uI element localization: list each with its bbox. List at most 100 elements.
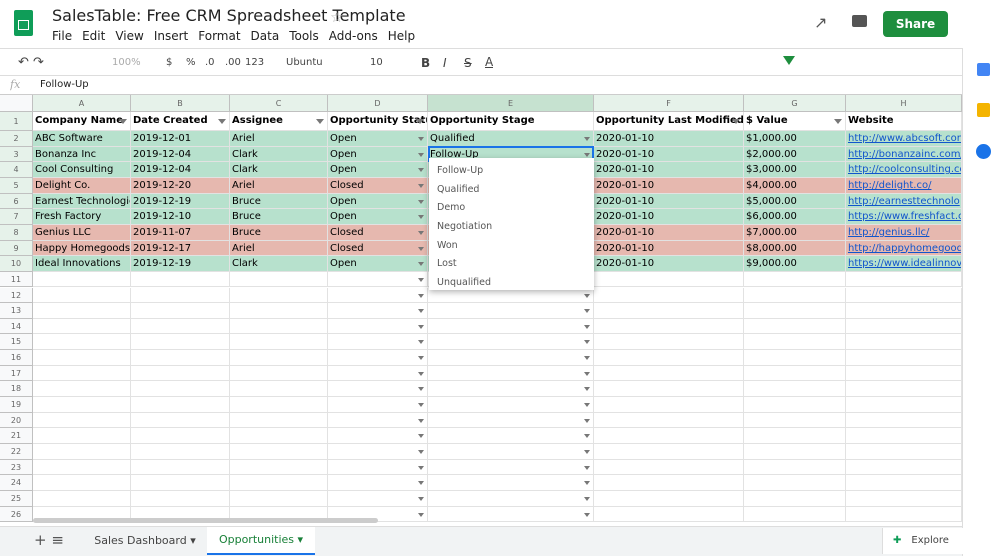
dropdown-arrow[interactable] [418, 512, 424, 517]
menu-item[interactable]: Insert [153, 29, 189, 43]
increase-decimal[interactable]: .00 [225, 57, 241, 68]
dropdown-arrow[interactable] [584, 340, 590, 345]
row-header[interactable]: 10 [0, 256, 33, 272]
dropdown-arrow[interactable] [418, 450, 424, 454]
dropdown-arrow[interactable] [584, 481, 590, 486]
dropdown-arrow[interactable] [418, 137, 424, 141]
filter-icon[interactable] [218, 119, 226, 124]
dropdown-arrow[interactable] [418, 199, 424, 204]
row-header[interactable]: 22 [0, 444, 33, 460]
tab-label[interactable]: Opportunities [218, 533, 295, 546]
row-header[interactable]: 25 [0, 490, 33, 507]
column-header[interactable]: E [428, 95, 594, 112]
font-size[interactable]: 10 [370, 57, 383, 68]
dropdown-arrow[interactable] [584, 418, 590, 423]
row-header[interactable]: 9 [0, 240, 33, 257]
dropdown-arrow[interactable] [584, 496, 590, 501]
column-header[interactable]: B [131, 95, 230, 112]
dropdown-arrow[interactable] [584, 371, 590, 376]
row-header[interactable]: 16 [0, 350, 33, 366]
dropdown-arrow[interactable] [584, 465, 590, 470]
dropdown-option[interactable]: Won [437, 239, 458, 251]
star-icon[interactable]: ☆ [330, 8, 344, 26]
percent-button[interactable]: % [186, 57, 196, 68]
explore-button[interactable]: ✚ Explore [882, 528, 963, 554]
menu-item[interactable]: Help [387, 29, 416, 43]
dropdown-option[interactable]: Lost [437, 258, 457, 270]
dropdown-arrow[interactable] [584, 293, 590, 298]
column-header[interactable]: C [230, 95, 328, 112]
dropdown-arrow[interactable] [418, 465, 424, 470]
dropdown-arrow[interactable] [584, 152, 590, 157]
row-header[interactable]: 5 [0, 177, 33, 194]
doc-title[interactable]: SalesTable: Free CRM Spreadsheet Templat… [52, 6, 406, 25]
menu-item[interactable]: Add-ons [328, 29, 378, 43]
row-header[interactable]: 8 [0, 224, 33, 241]
dropdown-arrow[interactable] [418, 387, 424, 392]
dropdown-arrow[interactable] [584, 137, 590, 141]
share-label[interactable]: Share [895, 17, 936, 31]
row-header[interactable]: 11 [0, 271, 33, 288]
dropdown-arrow[interactable] [418, 356, 424, 361]
dropdown-arrow[interactable] [584, 434, 590, 439]
dropdown-option[interactable]: Demo [437, 202, 466, 214]
tab-label[interactable]: Sales Dashboard [94, 534, 187, 547]
dropdown-arrow[interactable] [418, 371, 424, 376]
undo-redo[interactable]: ↶ ↷ [18, 55, 44, 70]
zoom[interactable]: 100% [112, 57, 141, 68]
formula-value[interactable]: Follow-Up [40, 79, 89, 90]
font-family[interactable]: Ubuntu [286, 57, 323, 68]
active-tab[interactable]: Opportunities ▾ [207, 527, 315, 555]
h-scrollbar[interactable] [33, 518, 378, 523]
filter-icon[interactable] [119, 119, 127, 124]
sheets-logo[interactable] [14, 10, 33, 36]
dropdown-arrow[interactable] [418, 324, 424, 329]
dropdown-arrow[interactable] [418, 262, 424, 267]
row-header[interactable]: 20 [0, 412, 33, 429]
row-header[interactable]: 23 [0, 459, 33, 476]
dropdown-arrow[interactable] [418, 183, 424, 188]
tasks-icon[interactable] [976, 144, 991, 159]
row-header[interactable]: 19 [0, 397, 33, 413]
calendar-icon[interactable] [977, 63, 990, 76]
dropdown-arrow[interactable] [418, 418, 424, 423]
column-header[interactable]: D [328, 95, 428, 112]
filter-icon[interactable] [732, 119, 740, 124]
dropdown-arrow[interactable] [418, 215, 424, 220]
row-header[interactable]: 24 [0, 475, 33, 491]
row-header[interactable]: 13 [0, 303, 33, 319]
column-header[interactable]: A [33, 95, 131, 112]
column-header[interactable]: H [846, 95, 962, 112]
dropdown-arrow[interactable] [418, 481, 424, 486]
dropdown-arrow[interactable] [418, 309, 424, 314]
dropdown-arrow[interactable] [584, 324, 590, 329]
row-header[interactable]: 3 [0, 146, 33, 163]
row-header[interactable]: 17 [0, 365, 33, 382]
share-button[interactable]: Share [883, 11, 948, 37]
filter-button[interactable] [783, 56, 795, 65]
text-color-button[interactable]: A [485, 55, 494, 69]
number-format[interactable]: 123 [245, 57, 265, 68]
row-header[interactable]: 14 [0, 318, 33, 335]
row-header[interactable]: 1 [0, 112, 33, 131]
menu-item[interactable]: File [52, 29, 73, 43]
dropdown-arrow[interactable] [418, 403, 424, 408]
tab[interactable]: Sales Dashboard ▾ [94, 534, 196, 547]
row-header[interactable]: 26 [0, 506, 33, 523]
dropdown-option[interactable]: Qualified [437, 183, 480, 195]
dropdown-option[interactable]: Negotiation [437, 221, 493, 233]
menu-item[interactable]: View [115, 29, 144, 43]
column-header[interactable]: F [594, 95, 744, 112]
add-sheet[interactable]: + ≡ [34, 531, 64, 549]
filter-icon[interactable] [834, 119, 842, 124]
row-header[interactable]: 12 [0, 287, 33, 304]
currency-button[interactable]: $ [166, 57, 173, 68]
filter-icon[interactable] [416, 119, 424, 124]
dropdown-option[interactable]: Follow-Up [437, 165, 484, 177]
dropdown-arrow[interactable] [418, 277, 424, 282]
dropdown-arrow[interactable] [584, 512, 590, 517]
activity-icon[interactable]: ↗ [814, 13, 828, 32]
menu-item[interactable]: Edit [82, 29, 106, 43]
explore-label[interactable]: Explore [911, 535, 949, 546]
row-header[interactable]: 4 [0, 162, 33, 178]
